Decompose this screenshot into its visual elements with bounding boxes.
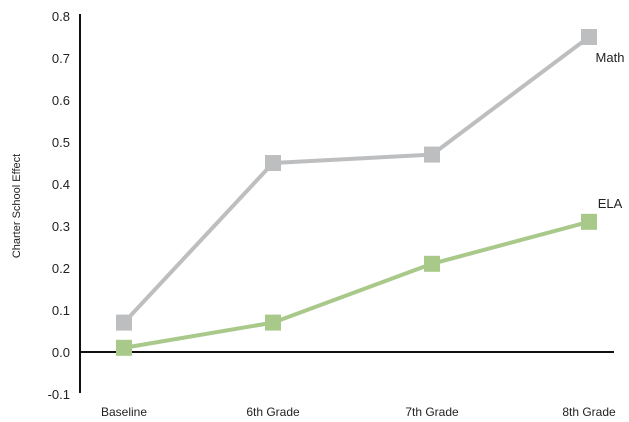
- y-tick-label: 0.1: [52, 303, 70, 318]
- y-tick-labels: -0.1 0.0 0.1 0.2 0.3 0.4 0.5 0.6 0.7 0.8: [48, 9, 70, 402]
- y-tick-label: 0.3: [52, 219, 70, 234]
- ela-data-point: [581, 213, 597, 230]
- y-tick-label: 0.2: [52, 261, 70, 276]
- ela-data-point: [424, 255, 440, 272]
- axes: [79, 14, 614, 393]
- y-tick-label: 0.8: [52, 9, 70, 24]
- y-tick-label: 0.0: [52, 345, 70, 360]
- y-tick-label: 0.7: [52, 51, 70, 66]
- math-data-point: [424, 146, 440, 163]
- math-series-line: [122, 35, 591, 324]
- ela-data-point: [265, 314, 281, 331]
- y-axis-title: Charter School Effect: [11, 154, 23, 258]
- series-lines: [122, 35, 591, 350]
- x-tick-label: 8th Grade: [562, 405, 616, 419]
- math-series-label: Math: [596, 50, 625, 65]
- math-data-point: [265, 155, 281, 171]
- ela-series-line: [123, 219, 590, 350]
- x-tick-label: Baseline: [101, 405, 147, 419]
- series-labels: Math ELA: [596, 50, 625, 211]
- y-tick-label: 0.6: [52, 93, 70, 108]
- math-data-point: [581, 29, 597, 45]
- series-markers: [116, 29, 597, 356]
- ela-data-point: [116, 339, 132, 356]
- y-tick-label: 0.5: [52, 135, 70, 150]
- x-tick-label: 6th Grade: [246, 405, 300, 419]
- ela-series-label: ELA: [598, 196, 623, 211]
- y-tick-label: -0.1: [48, 387, 70, 402]
- y-tick-label: 0.4: [52, 177, 70, 192]
- x-tick-labels: Baseline 6th Grade 7th Grade 8th Grade: [101, 405, 616, 419]
- x-tick-label: 7th Grade: [405, 405, 459, 419]
- math-data-point: [116, 314, 132, 331]
